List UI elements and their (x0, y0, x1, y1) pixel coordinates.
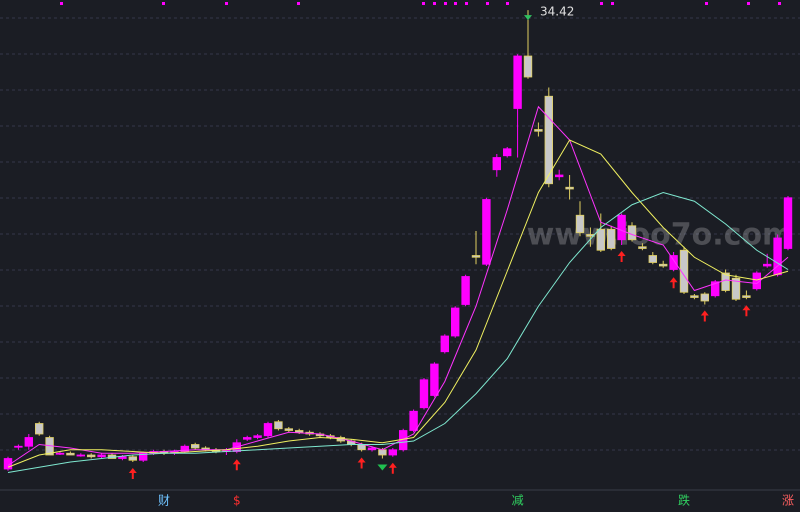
moving-average-line (7, 191, 789, 473)
candle-body (66, 452, 75, 456)
candle-body (87, 454, 96, 458)
candle-body (731, 277, 741, 300)
candle-body (513, 55, 522, 109)
event-label: 跌 (678, 493, 690, 508)
candle-body (253, 435, 262, 438)
candle-body (430, 363, 439, 396)
candle-body (763, 263, 772, 267)
candle-body (378, 449, 387, 456)
candle-body (627, 225, 637, 241)
candle-body (263, 423, 273, 437)
candle-body (284, 428, 293, 431)
candle-body (461, 276, 470, 305)
buy-arrow (669, 277, 678, 289)
buy-arrow (357, 457, 366, 469)
candle-body (55, 452, 65, 455)
candle-body (565, 186, 574, 190)
candle-body (711, 281, 720, 297)
candle-body (502, 148, 512, 157)
candle-body (669, 255, 678, 270)
top-dots (60, 2, 781, 5)
candle-body (450, 307, 460, 337)
moving-average-line (7, 105, 789, 466)
event-label: 涨 (782, 493, 794, 508)
candle-body (419, 379, 429, 409)
candle-body (190, 444, 200, 449)
candle-body (492, 157, 501, 171)
event-label: 减 (512, 494, 524, 508)
buy-arrow (388, 462, 397, 474)
candle-body (118, 456, 127, 459)
moving-average-line (7, 139, 789, 468)
candle-body (575, 214, 585, 234)
candle-body (638, 246, 647, 249)
event-label: 财 (158, 494, 170, 508)
candle-body (607, 228, 616, 249)
candle-body (700, 293, 709, 302)
candle-body (14, 445, 23, 448)
grid (0, 17, 800, 451)
candle-body (648, 255, 657, 263)
candle-body (357, 444, 366, 451)
candle-body (679, 249, 689, 293)
candle-body (138, 452, 148, 461)
candle-body (596, 228, 605, 251)
buy-arrow (128, 468, 137, 479)
buy-arrow (742, 305, 751, 317)
candle-body (76, 454, 85, 457)
candle-body (482, 199, 491, 265)
event-label: $ (233, 494, 241, 508)
candle-body (388, 449, 397, 456)
candle-body (523, 55, 533, 78)
candle-body (409, 410, 418, 431)
candle-body (773, 237, 782, 276)
high-marker (524, 15, 532, 21)
candle-body (471, 255, 481, 258)
candle-body (555, 174, 564, 178)
candle-body (367, 447, 377, 451)
buy-arrow (232, 459, 241, 471)
candle-body (294, 430, 304, 433)
candle-body (783, 197, 793, 249)
buy-arrow (700, 310, 709, 322)
candle-body (24, 437, 33, 447)
candle-body (544, 95, 553, 185)
candle-body (35, 423, 44, 435)
candle-body (617, 214, 626, 241)
candle-body (128, 456, 137, 461)
candle-body (534, 129, 543, 132)
sell-arrow (377, 464, 388, 471)
high-label: 34.42 (540, 5, 574, 19)
buy-arrow (617, 251, 626, 262)
candle-body (742, 295, 751, 298)
candle-body (3, 458, 13, 470)
candle-body (440, 335, 449, 353)
candle-body (180, 445, 189, 452)
candle-body (274, 421, 283, 430)
candle-body (659, 263, 668, 267)
candle-body (242, 437, 252, 440)
candle-body (97, 454, 106, 458)
candle-body (690, 295, 699, 298)
